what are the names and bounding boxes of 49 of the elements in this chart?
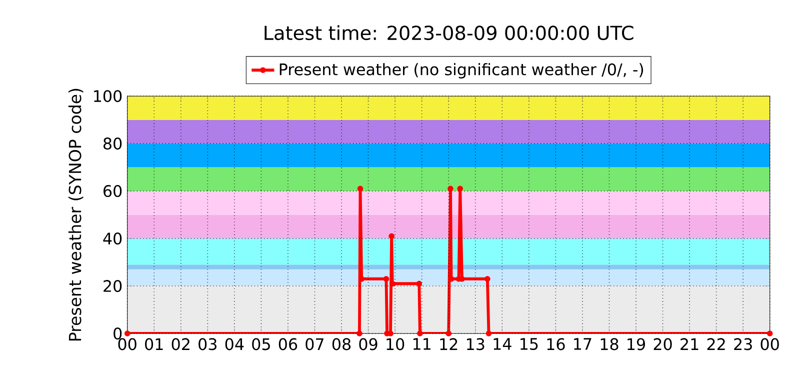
- x-tick-label: 18: [600, 338, 618, 350]
- point: [357, 186, 364, 192]
- x-tick-label: 19: [628, 338, 645, 350]
- x-tick-label: 03: [198, 338, 216, 350]
- point: [484, 276, 490, 282]
- x-tick-label: 09: [359, 338, 378, 350]
- x-tick-label: 04: [225, 338, 244, 350]
- x-tick-label: 10: [386, 338, 404, 350]
- point: [448, 186, 454, 192]
- chart-title: Latest time: 2023-08-09 00:00:00 UTC: [264, 25, 634, 40]
- x-tick-label: 12: [440, 338, 458, 350]
- x-tick-label: 08: [332, 338, 351, 350]
- y-tick-label: 0: [114, 328, 122, 340]
- y-tick-label: 40: [103, 232, 122, 245]
- legend-label: Present weather (no significant weather /0/, -): [280, 63, 644, 79]
- y-tick-label: 80: [104, 138, 122, 150]
- point: [766, 330, 773, 336]
- point: [124, 330, 130, 336]
- x-tick-label: 13: [467, 338, 484, 350]
- x-tick-label: 11: [413, 338, 430, 350]
- x-tick-label: 15: [520, 338, 538, 350]
- point: [486, 330, 492, 336]
- point: [389, 280, 396, 287]
- x-tick-label: 02: [172, 338, 190, 350]
- x-tick-label: 20: [654, 338, 672, 350]
- point: [448, 276, 454, 282]
- x-tick-label: 16: [547, 338, 565, 350]
- x-tick-label: 21: [680, 338, 698, 350]
- point: [383, 276, 390, 282]
- point: [457, 186, 464, 192]
- x-tick-label: 06: [278, 338, 298, 350]
- x-tick-label: 00: [118, 338, 136, 350]
- x-tick-label: 22: [707, 338, 725, 350]
- y-tick-label: 100: [94, 90, 122, 102]
- point: [446, 330, 452, 336]
- point: [356, 330, 362, 336]
- y-tick-label: 20: [104, 280, 122, 292]
- point: [416, 280, 422, 287]
- x-tick-label: 07: [306, 338, 324, 350]
- x-tick-label: 05: [252, 338, 270, 350]
- x-tick-label: 00: [760, 338, 779, 350]
- x-tick-label: 01: [145, 338, 163, 350]
- x-tick-label: 17: [574, 338, 592, 350]
- x-tick-label: 23: [734, 338, 752, 350]
- point: [388, 233, 394, 240]
- y-tick-label: 60: [104, 185, 122, 198]
- x-tick-label: 14: [494, 338, 512, 350]
- point: [417, 330, 423, 336]
- y-axis-title: Present weather (SYNOP code): [68, 89, 84, 341]
